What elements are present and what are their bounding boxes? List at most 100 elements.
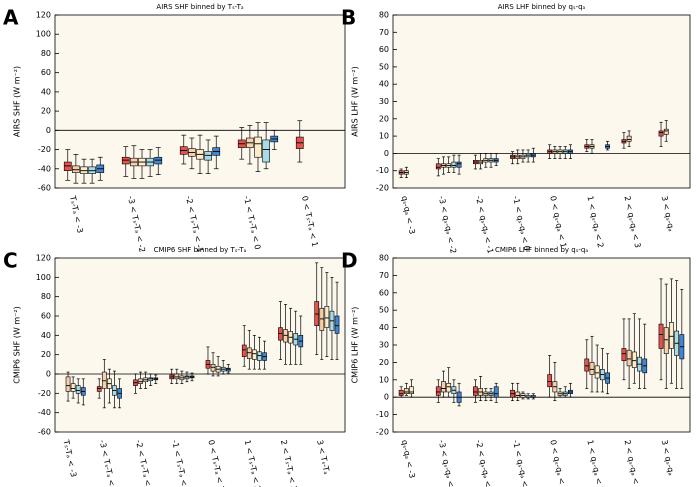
- y-tick-label: 0: [384, 393, 389, 402]
- box: [621, 348, 627, 361]
- box-plot: [184, 371, 190, 383]
- y-tick-label: -60: [38, 428, 51, 437]
- box-plot: [483, 153, 489, 168]
- box-plot: [117, 378, 122, 409]
- box-plot: [679, 288, 685, 389]
- plot-area: [392, 257, 691, 433]
- box-plot: [80, 158, 88, 184]
- box-plot: [80, 378, 86, 406]
- box: [252, 349, 257, 360]
- y-tick-label: 10: [379, 132, 389, 141]
- y-tick-label: 0: [46, 370, 51, 379]
- box: [72, 165, 80, 173]
- box: [446, 382, 452, 393]
- y-tick-label: 20: [41, 107, 51, 116]
- box: [241, 344, 247, 357]
- box-plot: [270, 129, 279, 150]
- box-plot: [451, 154, 457, 173]
- box-plot: [329, 276, 335, 360]
- x-tick-label: 0 < Tₛ-Tₐ < 1: [206, 439, 226, 487]
- box: [663, 128, 669, 135]
- y-tick-label: 70: [379, 271, 389, 280]
- box-plot: [246, 125, 254, 165]
- box-plot: [473, 379, 478, 403]
- box: [65, 376, 71, 392]
- y-tick-label: 100: [36, 30, 51, 39]
- box-plot: [246, 330, 252, 370]
- box-plot: [626, 318, 632, 389]
- box-plot: [96, 378, 102, 399]
- box: [334, 315, 340, 334]
- box-plot: [525, 149, 531, 163]
- box-plot: [70, 376, 76, 399]
- box-plot: [493, 153, 499, 166]
- box: [319, 307, 325, 331]
- x-tick-label: 1 < qₛ-qₐ < 2: [585, 439, 605, 487]
- y-tick-label: 70: [379, 28, 389, 37]
- box: [254, 136, 262, 158]
- x-tick-label: Tₛ-Tₐ < -3: [68, 194, 85, 234]
- box-plot: [478, 153, 484, 170]
- box-plot: [334, 281, 340, 360]
- box-plot: [520, 149, 526, 163]
- box-plot: [225, 363, 231, 374]
- box: [631, 351, 637, 368]
- box-plot: [493, 382, 499, 403]
- x-tick-label: 2 < qₛ-qₐ < 3: [622, 195, 642, 249]
- box-plot: [605, 140, 610, 151]
- box-plot: [552, 146, 558, 159]
- box-plot: [456, 382, 462, 407]
- y-tick-label: -10: [376, 410, 389, 419]
- box-plot: [278, 301, 283, 360]
- y-tick-label: 40: [41, 331, 51, 340]
- box-plot: [75, 378, 81, 404]
- box-plot: [252, 334, 257, 370]
- box: [257, 351, 262, 361]
- box-plot: [637, 318, 642, 389]
- y-tick-label: 30: [379, 97, 389, 106]
- box-plot: [663, 283, 669, 389]
- plot-area: [392, 14, 691, 189]
- box-plot: [510, 151, 515, 165]
- box-plot: [557, 146, 563, 159]
- box: [101, 371, 107, 389]
- panel-letter: A: [3, 6, 19, 30]
- y-tick-label: -20: [38, 145, 51, 154]
- box-plot: [562, 146, 568, 159]
- box: [473, 386, 478, 396]
- x-tick-label: qₛ-qₐ < -3: [400, 195, 417, 235]
- panel-letter: C: [3, 249, 18, 273]
- y-tick-label: 30: [379, 341, 389, 350]
- box-plot: [324, 272, 330, 357]
- y-tick-label: 50: [379, 62, 389, 71]
- box: [398, 389, 404, 396]
- box: [262, 139, 270, 163]
- y-tick-label: -20: [376, 428, 389, 437]
- box-plot: [169, 368, 175, 385]
- x-tick-label: -2 < Tₛ-Tₐ < -1: [134, 439, 155, 487]
- box-plot: [237, 127, 246, 160]
- x-tick-label: 0 < Tₛ-Tₐ < 1: [300, 195, 320, 248]
- y-tick-label: 40: [379, 323, 389, 332]
- box-plot: [552, 362, 558, 402]
- y-tick-label: 0: [46, 126, 51, 135]
- box-plot: [557, 388, 563, 398]
- box-plot: [179, 134, 188, 165]
- box: [658, 323, 664, 349]
- y-tick-label: 80: [41, 49, 51, 58]
- box-plot: [409, 379, 414, 398]
- panel-title: CMIP6 SHF binned by Tₛ-Tₐ: [154, 246, 247, 254]
- box-plot: [441, 370, 446, 398]
- box-plot: [510, 382, 515, 402]
- y-tick-label: 100: [36, 273, 51, 282]
- box-plot: [525, 393, 531, 400]
- box-plot: [107, 368, 112, 404]
- x-tick-label: 1 < qₛ-qₐ < 2: [585, 195, 605, 249]
- box-plot: [435, 158, 441, 177]
- box: [441, 381, 446, 393]
- box: [204, 151, 212, 161]
- y-tick-label: -10: [376, 166, 389, 175]
- x-tick-label: -2 < qₛ-qₐ < -1: [474, 439, 495, 487]
- box-plot: [205, 346, 211, 375]
- box-plot: [631, 313, 637, 384]
